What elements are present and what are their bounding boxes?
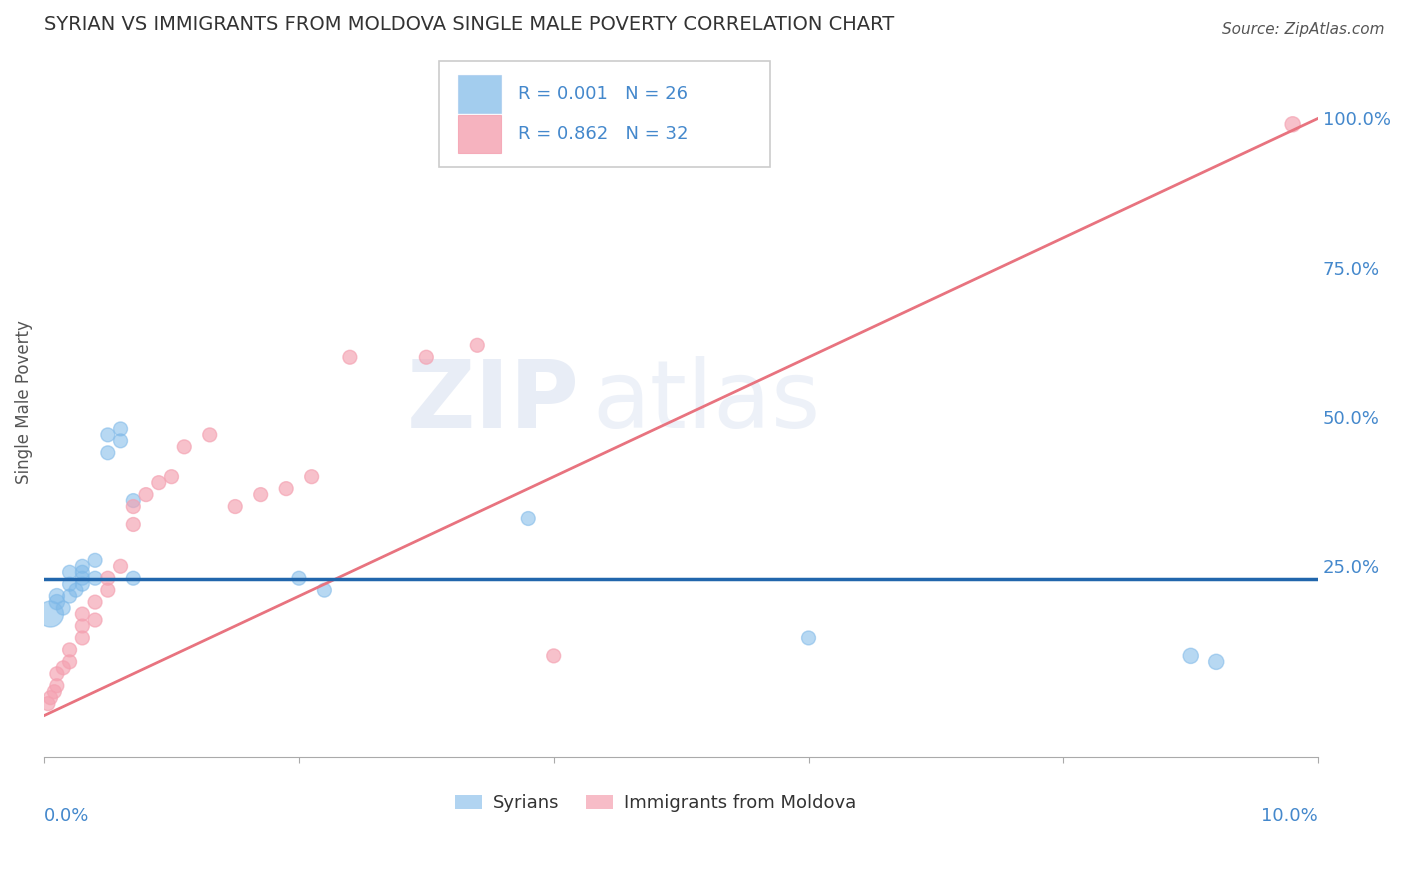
- FancyBboxPatch shape: [458, 115, 502, 153]
- Point: [110, 422, 132, 436]
- Point: [45, 679, 67, 693]
- Point: [45, 595, 67, 609]
- Point: [1281, 117, 1303, 131]
- Legend: Syrians, Immigrants from Moldova: Syrians, Immigrants from Moldova: [447, 787, 863, 820]
- FancyBboxPatch shape: [458, 75, 502, 113]
- Point: [110, 434, 132, 448]
- Point: [1180, 648, 1202, 663]
- Point: [58, 643, 80, 657]
- Point: [84, 571, 107, 585]
- Point: [224, 500, 246, 514]
- Point: [72, 577, 94, 591]
- Point: [110, 559, 132, 574]
- Point: [288, 571, 311, 585]
- Point: [37, 697, 59, 711]
- Point: [148, 475, 170, 490]
- Text: SYRIAN VS IMMIGRANTS FROM MOLDOVA SINGLE MALE POVERTY CORRELATION CHART: SYRIAN VS IMMIGRANTS FROM MOLDOVA SINGLE…: [44, 15, 894, 34]
- Point: [72, 631, 94, 645]
- Point: [58, 589, 80, 603]
- Point: [65, 583, 87, 598]
- Point: [84, 595, 107, 609]
- Point: [39, 690, 62, 705]
- Point: [122, 493, 145, 508]
- Text: R = 0.862   N = 32: R = 0.862 N = 32: [517, 125, 689, 143]
- Point: [122, 500, 145, 514]
- Point: [72, 619, 94, 633]
- Point: [58, 577, 80, 591]
- Point: [97, 428, 120, 442]
- Point: [44, 684, 66, 698]
- Text: 0.0%: 0.0%: [44, 807, 90, 825]
- Point: [1205, 655, 1227, 669]
- Point: [301, 469, 323, 483]
- Point: [45, 666, 67, 681]
- Point: [52, 601, 75, 615]
- Point: [72, 571, 94, 585]
- Point: [543, 648, 565, 663]
- Point: [415, 350, 437, 364]
- Point: [122, 517, 145, 532]
- Point: [160, 469, 183, 483]
- Point: [249, 487, 271, 501]
- Point: [72, 607, 94, 621]
- Point: [276, 482, 298, 496]
- Text: R = 0.001   N = 26: R = 0.001 N = 26: [517, 86, 688, 103]
- Point: [97, 446, 120, 460]
- Point: [97, 583, 120, 598]
- Point: [39, 607, 62, 621]
- Point: [198, 428, 221, 442]
- FancyBboxPatch shape: [439, 61, 770, 168]
- Point: [122, 571, 145, 585]
- Point: [45, 589, 67, 603]
- Point: [58, 566, 80, 580]
- Point: [58, 655, 80, 669]
- Point: [52, 661, 75, 675]
- Point: [97, 571, 120, 585]
- Point: [173, 440, 195, 454]
- Point: [72, 559, 94, 574]
- Point: [84, 613, 107, 627]
- Text: ZIP: ZIP: [406, 356, 579, 448]
- Text: Source: ZipAtlas.com: Source: ZipAtlas.com: [1222, 22, 1385, 37]
- Text: atlas: atlas: [592, 356, 820, 448]
- Point: [135, 487, 157, 501]
- Point: [72, 566, 94, 580]
- Text: 10.0%: 10.0%: [1261, 807, 1319, 825]
- Point: [517, 511, 540, 525]
- Point: [465, 338, 488, 352]
- Y-axis label: Single Male Poverty: Single Male Poverty: [15, 320, 32, 484]
- Point: [84, 553, 107, 567]
- Point: [314, 583, 336, 598]
- Point: [797, 631, 820, 645]
- Point: [339, 350, 361, 364]
